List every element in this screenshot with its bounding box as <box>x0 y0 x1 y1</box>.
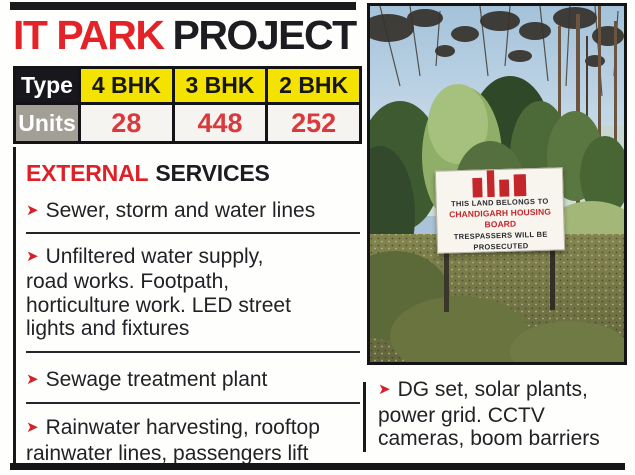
chb-sign: THIS LAND BELONGS TO CHANDIGARH HOUSING … <box>434 167 566 254</box>
caption-rule <box>363 382 366 452</box>
sign-line-3: TRESPASSERS WILL BE <box>453 229 548 242</box>
service-item-text: Sewage treatment plant <box>45 367 268 391</box>
sign-line-2: CHANDIGARH HOUSING BOARD <box>448 206 552 230</box>
table-header-type: Type <box>16 69 78 102</box>
site-photo: THIS LAND BELONGS TO CHANDIGARH HOUSING … <box>367 3 627 365</box>
bullet-arrow-icon: ➤ <box>378 380 391 398</box>
page-title-rest: PROJECT <box>172 12 357 58</box>
service-item: ➤ Unfiltered water supply, road works. Fo… <box>26 245 360 341</box>
service-item-text: DG set, solar plants, power grid. CCTV c… <box>378 378 600 450</box>
photo-caption-section: ➤ DG set, solar plants, power grid. CCTV … <box>378 378 628 451</box>
page-title-highlight: IT PARK <box>13 12 165 58</box>
table-header-2bhk: 2 BHK <box>268 69 359 102</box>
section-heading-highlight: EXTERNAL <box>26 160 149 186</box>
bullet-arrow-icon: ➤ <box>26 201 39 220</box>
table-header-3bhk: 3 BHK <box>174 69 266 102</box>
item-divider <box>26 231 360 234</box>
service-item-text: Rainwater harvesting, rooftop rainwater … <box>26 416 320 465</box>
service-item-text: Unfiltered water supply, road works. Foo… <box>26 244 291 341</box>
sign-line-4: PROSECUTED <box>473 240 529 252</box>
external-services-section: EXTERNAL SERVICES ➤ Sewer, storm and water… <box>26 160 360 465</box>
item-divider <box>26 402 360 405</box>
service-item: ➤ Sewer, storm and water lines <box>26 199 360 225</box>
units-value-4bhk: 28 <box>81 105 172 141</box>
top-rule <box>10 2 356 10</box>
page-title: IT PARK PROJECT <box>13 12 357 58</box>
table-row-label-units: Units <box>16 105 78 141</box>
bullet-arrow-icon: ➤ <box>26 369 39 388</box>
service-item: ➤ DG set, solar plants, power grid. CCTV … <box>378 378 628 451</box>
section-heading: EXTERNAL SERVICES <box>26 160 360 186</box>
units-value-2bhk: 252 <box>268 105 359 141</box>
chb-logo-icon <box>472 170 527 198</box>
bullet-arrow-icon: ➤ <box>26 246 39 265</box>
bottom-rule <box>10 463 625 470</box>
bullet-arrow-icon: ➤ <box>26 418 39 437</box>
units-value-3bhk: 448 <box>174 105 266 141</box>
item-divider <box>26 350 360 353</box>
service-item-text: Sewer, storm and water lines <box>45 199 316 223</box>
service-item: ➤ Sewage treatment plant <box>26 368 360 394</box>
left-rule <box>13 147 16 463</box>
section-heading-rest: SERVICES <box>155 160 270 186</box>
units-table: Type 4 BHK 3 BHK 2 BHK Units 28 448 252 <box>13 66 362 144</box>
table-header-4bhk: 4 BHK <box>81 69 172 102</box>
service-item: ➤ Rainwater harvesting, rooftop rainwater… <box>26 416 360 465</box>
